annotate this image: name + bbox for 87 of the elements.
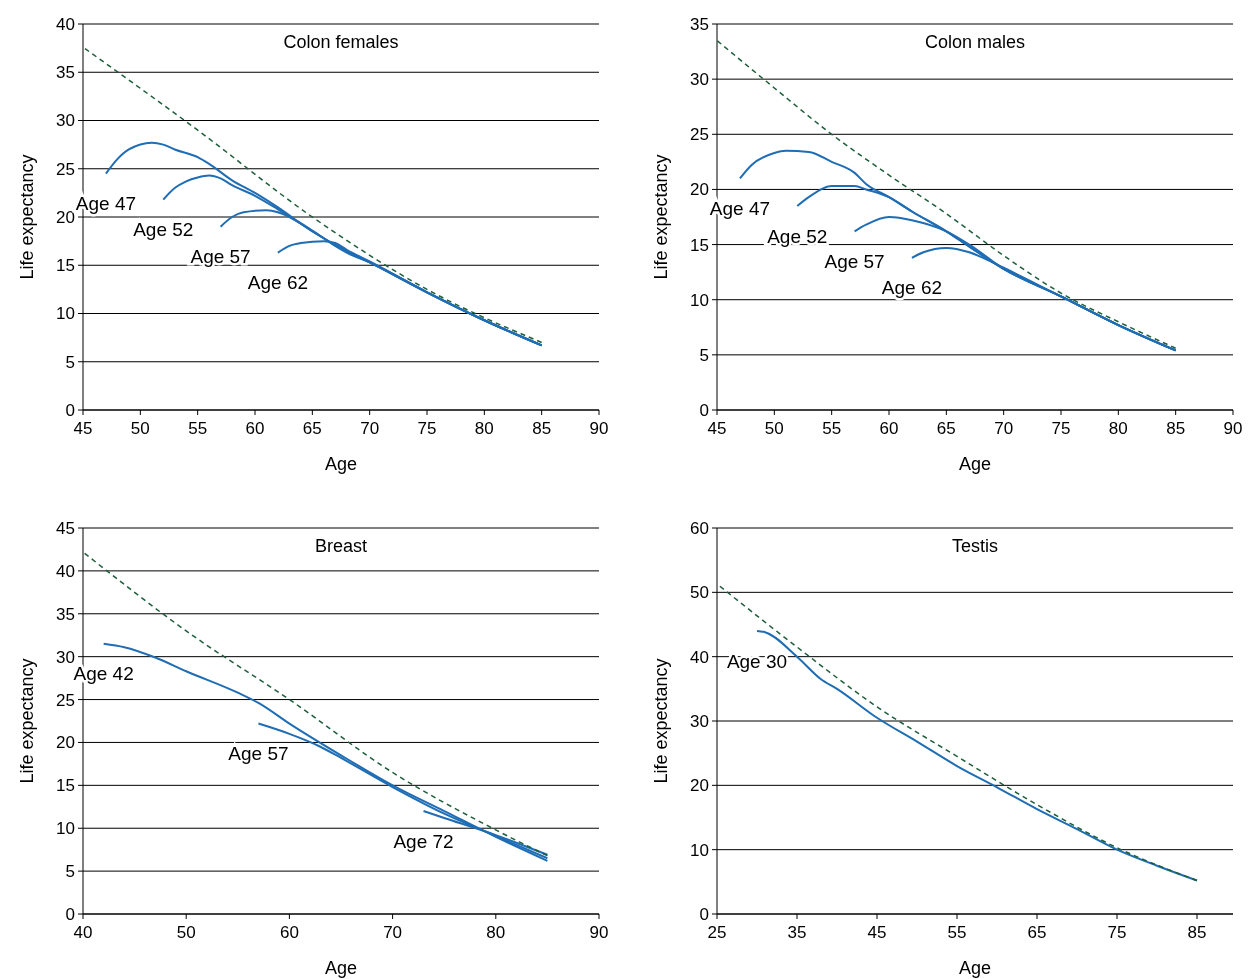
series-label: Age 72 [393,830,454,852]
y-tick-label: 25 [56,159,75,179]
y-tick-label: 5 [65,862,75,882]
x-tick-label: 60 [245,419,265,438]
y-tick-label: 0 [65,904,75,924]
x-tick-label: 55 [947,923,967,942]
x-tick-label: 75 [1051,419,1071,438]
x-tick-label: 70 [994,419,1014,438]
x-axis-title: Age [958,454,992,474]
x-tick-label: 65 [302,419,322,438]
y-tick-label: 25 [690,125,709,145]
y-tick-label: 35 [56,604,75,624]
y-tick-label: 15 [56,776,75,796]
x-tick-label: 75 [1107,923,1127,942]
series-label: Age 52 [133,219,194,241]
y-tick-label: 20 [690,180,709,200]
y-tick-label: 50 [690,583,709,603]
series-label: Age 30 [726,650,788,672]
y-tick-label: 30 [690,70,709,90]
y-tick-label: 40 [56,14,75,34]
y-tick-label: 10 [56,304,75,324]
x-axis-title: Age [324,958,358,978]
series-label: Age 62 [881,277,943,299]
series-label: Age 47 [709,198,771,220]
x-tick-label: 85 [1166,419,1186,438]
x-axis-title: Age [958,958,992,978]
x-tick-label: 50 [764,419,784,438]
y-axis-title: Life expectancy [17,658,37,784]
y-tick-label: 40 [690,647,709,667]
x-tick-label: 35 [787,923,807,942]
y-tick-label: 30 [56,647,75,667]
y-tick-label: 35 [690,14,709,34]
y-tick-label: 30 [690,711,709,731]
y-tick-label: 0 [699,904,709,924]
x-tick-label: 60 [279,923,299,942]
series-label: Age 62 [247,272,309,294]
series-label: Age 47 [75,193,137,215]
y-tick-label: 45 [56,518,75,538]
y-tick-label: 0 [699,400,709,420]
y-tick-label: 20 [56,207,75,227]
x-tick-label: 90 [589,923,609,942]
y-tick-label: 35 [56,63,75,83]
y-tick-label: 10 [690,840,709,860]
x-tick-label: 55 [188,419,208,438]
y-axis-title: Life expectancy [651,658,671,784]
y-axis-title: Life expectancy [651,154,671,280]
x-tick-label: 85 [1187,923,1207,942]
chart-title: Colon males [924,32,1026,52]
x-tick-label: 70 [383,923,403,942]
x-tick-label: 75 [417,419,437,438]
x-tick-label: 65 [1027,923,1047,942]
x-tick-label: 55 [822,419,842,438]
y-tick-label: 15 [690,235,709,255]
y-tick-label: 20 [56,733,75,753]
x-tick-label: 50 [130,419,150,438]
series-label: Age 42 [73,663,134,685]
chart-title: Colon females [283,32,399,52]
text: Testis [951,536,999,556]
y-tick-label: 5 [699,345,709,365]
x-tick-label: 90 [589,419,609,438]
x-axis-title: Age [324,454,358,474]
y-tick-label: 30 [56,111,75,131]
y-axis-title: Life expectancy [17,154,37,280]
y-tick-label: 60 [690,518,709,538]
series-label: Age 57 [190,246,251,268]
series-label: Age 57 [228,743,289,765]
chart-title: Breast [314,536,368,556]
y-tick-label: 15 [56,256,75,276]
series-label: Age 52 [767,225,828,247]
x-tick-label: 70 [360,419,380,438]
y-tick-label: 0 [65,400,75,420]
y-tick-label: 10 [56,819,75,839]
y-tick-label: 5 [65,352,75,372]
x-tick-label: 65 [936,419,956,438]
x-tick-label: 80 [474,419,494,438]
x-tick-label: 45 [867,923,887,942]
x-tick-label: 80 [1108,419,1128,438]
y-tick-label: 20 [690,776,709,796]
y-tick-label: 25 [56,690,75,710]
x-tick-label: 50 [176,923,196,942]
series-label: Age 57 [824,250,885,272]
x-tick-label: 90 [1223,419,1243,438]
x-tick-label: 80 [486,923,506,942]
y-tick-label: 40 [56,561,75,581]
x-tick-label: 60 [879,419,899,438]
y-tick-label: 10 [690,290,709,310]
x-tick-label: 85 [532,419,552,438]
